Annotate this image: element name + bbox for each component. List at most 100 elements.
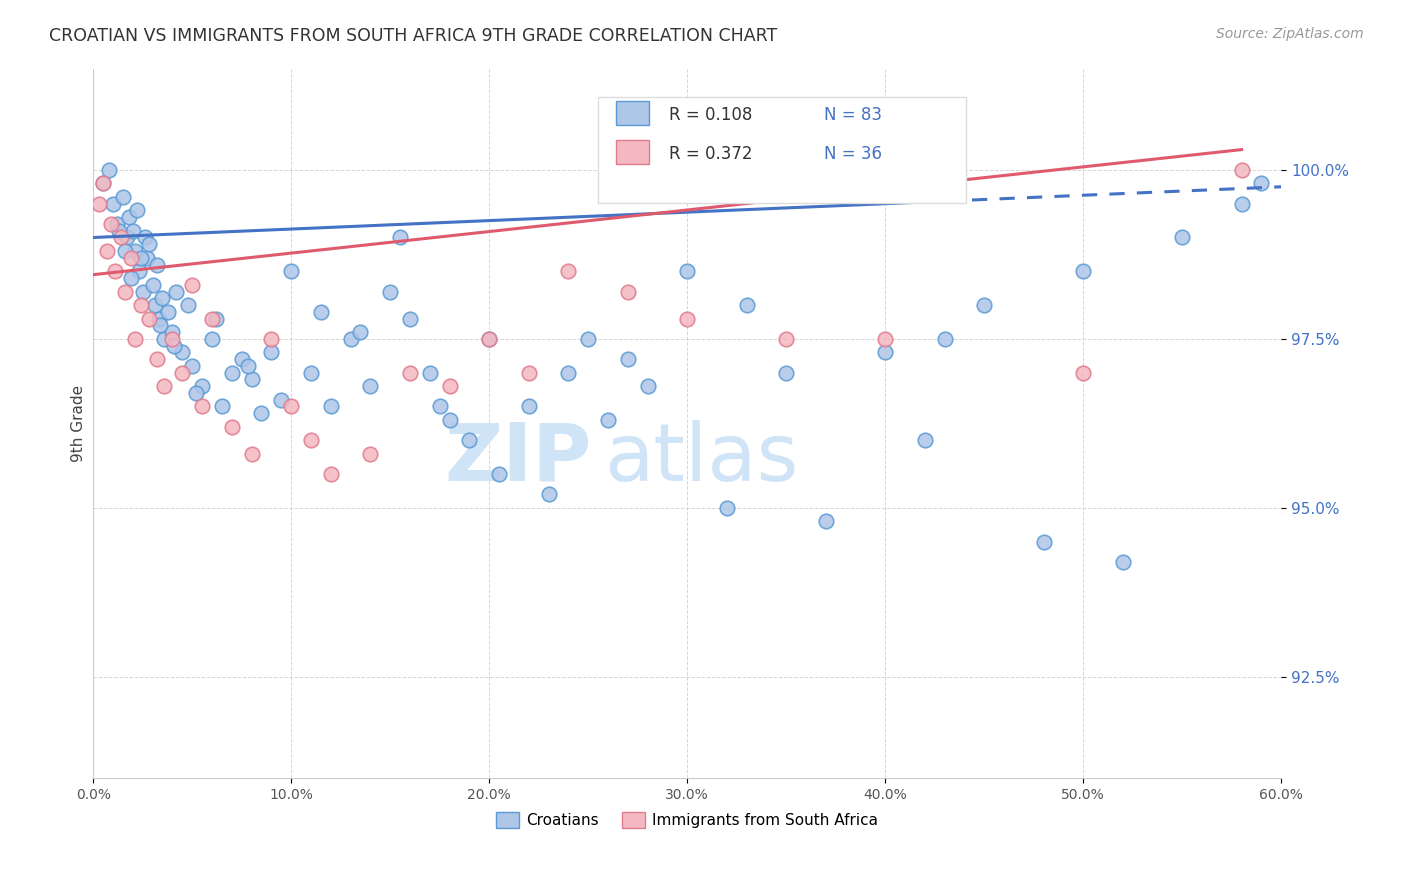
Point: [1171, 230, 1194, 244]
Point: [557, 264, 579, 278]
Point: [616, 285, 638, 299]
Point: [716, 500, 738, 515]
Point: [250, 406, 273, 420]
Point: [260, 332, 283, 346]
Point: [359, 379, 381, 393]
Point: [875, 332, 897, 346]
Point: [162, 325, 184, 339]
Text: Source: ZipAtlas.com: Source: ZipAtlas.com: [1216, 27, 1364, 41]
Text: R = 0.372: R = 0.372: [669, 145, 752, 162]
Point: [478, 332, 501, 346]
Point: [165, 285, 187, 299]
Point: [125, 203, 148, 218]
Point: [145, 352, 167, 367]
Point: [488, 467, 510, 481]
Point: [914, 434, 936, 448]
Bar: [616, 140, 650, 164]
Point: [111, 190, 134, 204]
Point: [163, 338, 186, 352]
Point: [100, 217, 122, 231]
Point: [478, 332, 501, 346]
Point: [205, 311, 228, 326]
Point: [319, 400, 342, 414]
Point: [124, 244, 146, 258]
Point: [201, 311, 224, 326]
Point: [114, 244, 136, 258]
Point: [676, 264, 699, 278]
Point: [201, 332, 224, 346]
Point: [153, 332, 176, 346]
Point: [537, 487, 560, 501]
Text: N = 36: N = 36: [824, 145, 882, 162]
Point: [177, 298, 200, 312]
Point: [280, 264, 302, 278]
Point: [98, 162, 121, 177]
Point: [637, 379, 659, 393]
Point: [517, 400, 540, 414]
Point: [419, 366, 441, 380]
Point: [735, 298, 758, 312]
Point: [129, 298, 152, 312]
Point: [814, 515, 837, 529]
Point: [172, 345, 194, 359]
Point: [221, 366, 243, 380]
Point: [181, 277, 204, 292]
Text: ZIP: ZIP: [444, 420, 592, 498]
Point: [115, 230, 138, 244]
Point: [148, 311, 170, 326]
Point: [191, 400, 214, 414]
Point: [389, 230, 412, 244]
Point: [557, 366, 579, 380]
Point: [1250, 177, 1272, 191]
Text: N = 83: N = 83: [824, 105, 882, 124]
Text: CROATIAN VS IMMIGRANTS FROM SOUTH AFRICA 9TH GRADE CORRELATION CHART: CROATIAN VS IMMIGRANTS FROM SOUTH AFRICA…: [49, 27, 778, 45]
Point: [101, 196, 124, 211]
Point: [429, 400, 451, 414]
Point: [91, 177, 114, 191]
Point: [120, 251, 142, 265]
Point: [172, 366, 194, 380]
Point: [319, 467, 342, 481]
Point: [108, 224, 131, 238]
Point: [153, 379, 176, 393]
Point: [128, 264, 150, 278]
Point: [231, 352, 253, 367]
Point: [1071, 264, 1094, 278]
Point: [676, 311, 699, 326]
Point: [236, 359, 259, 373]
Point: [89, 196, 111, 211]
Point: [149, 318, 172, 333]
Point: [299, 434, 322, 448]
Point: [131, 285, 153, 299]
Point: [105, 217, 128, 231]
Point: [458, 434, 481, 448]
Point: [378, 285, 401, 299]
Point: [138, 237, 160, 252]
Point: [221, 419, 243, 434]
Point: [96, 244, 118, 258]
Text: R = 0.108: R = 0.108: [669, 105, 752, 124]
Point: [181, 359, 204, 373]
Point: [280, 400, 302, 414]
Point: [616, 352, 638, 367]
Point: [124, 332, 146, 346]
Point: [104, 264, 127, 278]
Point: [157, 305, 180, 319]
Point: [299, 366, 322, 380]
Legend: Croatians, Immigrants from South Africa: Croatians, Immigrants from South Africa: [489, 806, 884, 834]
Point: [399, 311, 422, 326]
Point: [138, 311, 160, 326]
Point: [1230, 196, 1253, 211]
Point: [359, 447, 381, 461]
Point: [439, 379, 461, 393]
Point: [211, 400, 233, 414]
Y-axis label: 9th Grade: 9th Grade: [72, 384, 86, 462]
Point: [339, 332, 361, 346]
Point: [114, 285, 136, 299]
Point: [143, 298, 166, 312]
Point: [270, 392, 292, 407]
Bar: [616, 102, 650, 125]
Point: [576, 332, 599, 346]
Point: [596, 413, 619, 427]
FancyBboxPatch shape: [598, 97, 966, 203]
